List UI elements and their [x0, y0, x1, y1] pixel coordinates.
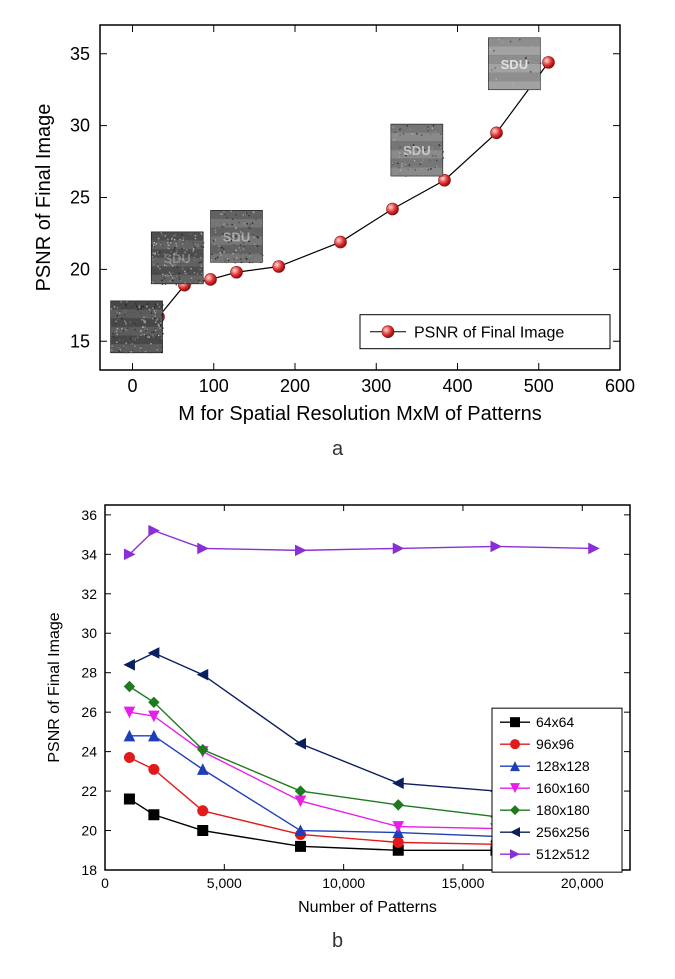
legend-item-label: 180x180 [536, 802, 590, 818]
legend-item-label: 96x96 [536, 736, 574, 752]
data-point [295, 786, 305, 796]
inset-thumbnail: SDU [488, 38, 541, 90]
figure-page: { "panel_a": { "type": "line", "label": … [0, 0, 675, 979]
svg-text:20: 20 [70, 259, 90, 279]
svg-text:22: 22 [81, 783, 97, 799]
data-point [198, 670, 208, 680]
svg-text:100: 100 [199, 376, 229, 396]
svg-text:34: 34 [81, 546, 97, 562]
svg-text:15: 15 [70, 331, 90, 351]
data-point [393, 837, 403, 847]
svg-text:600: 600 [605, 376, 635, 396]
data-point [295, 841, 305, 851]
data-point [198, 806, 208, 816]
inset-thumbnail [111, 301, 164, 353]
svg-text:28: 28 [81, 665, 97, 681]
svg-text:0: 0 [101, 875, 109, 891]
data-point [543, 56, 555, 68]
svg-text:SDU: SDU [163, 251, 190, 266]
inset-thumbnail: SDU [391, 124, 444, 177]
data-point [491, 127, 503, 139]
data-point [198, 543, 208, 553]
svg-text:200: 200 [280, 376, 310, 396]
data-point [393, 800, 403, 810]
data-point [273, 261, 285, 273]
svg-text:32: 32 [81, 586, 97, 602]
data-point [198, 826, 208, 836]
svg-text:SDU: SDU [403, 143, 430, 158]
inset-thumbnail: SDU [211, 210, 264, 263]
data-point [589, 543, 599, 553]
data-point [124, 660, 134, 670]
svg-text:0: 0 [127, 376, 137, 396]
svg-text:30: 30 [81, 625, 97, 641]
data-point [205, 273, 217, 285]
panel-b: 0 5,000 10,000 15,000 20,000 18 20 22 24 26 28 30 32… [30, 490, 650, 920]
svg-text:20,000: 20,000 [561, 875, 604, 891]
data-point [198, 764, 208, 774]
legend-item-label: 128x128 [536, 758, 590, 774]
svg-text:30: 30 [70, 116, 90, 136]
svg-text:SDU: SDU [501, 57, 528, 72]
data-point [295, 796, 305, 806]
svg-text:PSNR of Final Image: PSNR of Final Image [33, 104, 55, 292]
panel-a-label: a [0, 438, 675, 461]
data-point [149, 764, 159, 774]
legend-label: PSNR of Final Image [414, 325, 564, 342]
svg-text:400: 400 [442, 376, 472, 396]
svg-text:SDU: SDU [223, 229, 250, 244]
legend-item-label: 64x64 [536, 714, 574, 730]
legend-item-label: 160x160 [536, 780, 590, 796]
data-point [387, 203, 399, 215]
data-point [295, 739, 305, 749]
chart-a-svg: 0 100 200 300 400 500 600 15 20 25 30 35 SDU SDU SDU SD… [20, 10, 640, 430]
panel-b-label: b [0, 930, 675, 953]
data-point [231, 266, 243, 278]
svg-text:10,000: 10,000 [322, 875, 365, 891]
svg-text:36: 36 [81, 507, 97, 523]
panel-a: 0 100 200 300 400 500 600 15 20 25 30 35 SDU SDU SDU SD… [20, 10, 640, 430]
data-point [124, 794, 134, 804]
data-point [491, 541, 501, 551]
legend-item-label: 256x256 [536, 824, 590, 840]
data-point [149, 648, 159, 658]
svg-text:5,000: 5,000 [207, 875, 242, 891]
svg-text:26: 26 [81, 704, 97, 720]
svg-text:Number of Patterns: Number of Patterns [298, 899, 437, 916]
data-point [124, 753, 134, 763]
svg-text:500: 500 [524, 376, 554, 396]
svg-text:300: 300 [361, 376, 391, 396]
data-point [149, 526, 159, 536]
svg-text:24: 24 [81, 744, 97, 760]
data-point [335, 236, 347, 248]
data-point [295, 545, 305, 555]
legend-item-label: 512x512 [536, 846, 590, 862]
data-point [149, 810, 159, 820]
chart-b-svg: 0 5,000 10,000 15,000 20,000 18 20 22 24 26 28 30 32… [30, 490, 650, 920]
svg-text:15,000: 15,000 [442, 875, 485, 891]
svg-text:M for Spatial Resolution MxM o: M for Spatial Resolution MxM of Patterns [178, 403, 541, 425]
svg-text:25: 25 [70, 188, 90, 208]
data-point [124, 682, 134, 692]
data-point [393, 778, 403, 788]
inset-thumbnail: SDU [151, 232, 204, 285]
svg-text:PSNR of Final Image: PSNR of Final Image [46, 612, 63, 762]
svg-text:35: 35 [70, 44, 90, 64]
svg-text:20: 20 [81, 823, 97, 839]
svg-text:18: 18 [81, 862, 97, 878]
data-point [393, 543, 403, 553]
